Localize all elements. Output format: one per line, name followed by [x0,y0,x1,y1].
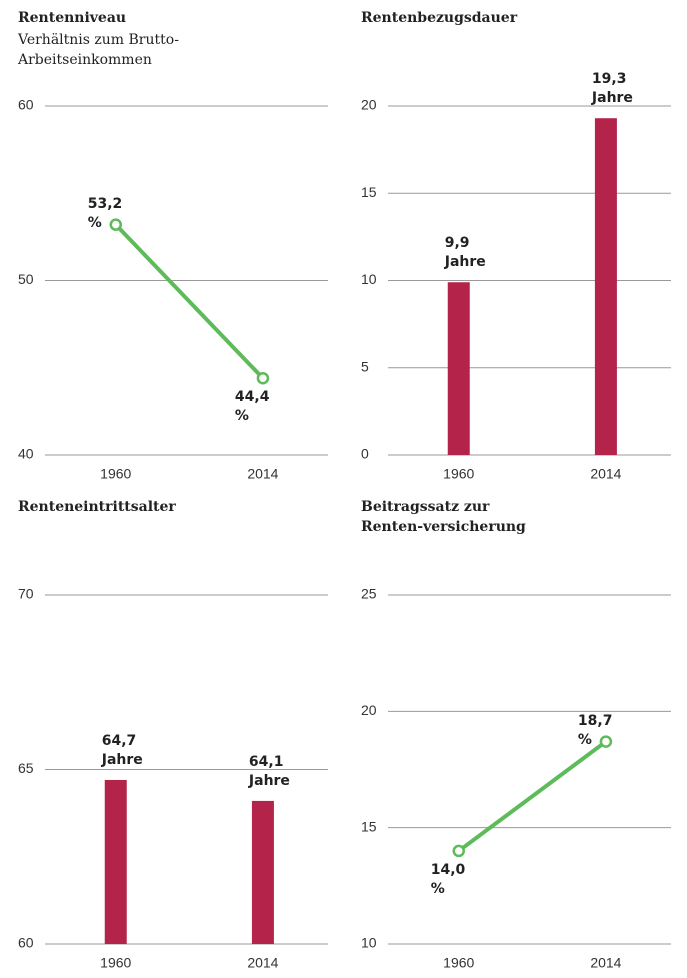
x-tick-label: 2014 [247,466,278,482]
y-tick-label: 60 [18,97,34,113]
point [599,735,613,748]
chart-panel: 10 15 20 25 1960 2014 Beitragssatz zur Renten-… [343,489,686,978]
chart-title: Rentenbezugsdauer [361,10,518,26]
chart-panel: 60 65 70 1960 2014 Renteneintrittsalter 64,7 J… [0,489,343,978]
y-tick-label: 15 [361,184,377,200]
chart: 0 5 10 15 20 1960 2014 [361,97,671,482]
x-tick-label: 2014 [247,955,278,971]
chart-panel: 0 5 10 15 20 1960 2014 Rentenbezugsdauer 9,9 Jah… [343,0,686,489]
y-tick-label: 70 [18,586,34,602]
y-tick-label: 10 [361,271,377,287]
x-tick-label: 2014 [590,955,621,971]
x-tick-label: 1960 [443,466,474,482]
x-tick-label: 1960 [443,955,474,971]
chart-title: Rentenniveau [18,10,127,26]
bar [251,800,274,944]
chart: 10 15 20 25 1960 2014 [361,586,671,971]
line [457,739,608,853]
y-tick-label: 20 [361,97,377,113]
data-label: 53,2 % [87,195,123,231]
y-tick-label: 60 [18,935,34,951]
chart-panel: 40 50 60 1960 2014 Rentenniveau Verhältnis zum… [0,0,343,489]
point [109,218,122,231]
bar [104,779,127,944]
chart-subtitle: Verhältnis zum Brutto-Arbeitseinkommen [18,32,179,68]
data-label: 9,9 Jahre [444,235,486,271]
data-label: 19,3 Jahre [591,71,633,107]
chart-title: Renteneintrittsalter [18,499,176,515]
data-label: 18,7 % [577,712,613,748]
line [114,223,265,380]
y-tick-label: 5 [361,358,369,374]
x-tick-label: 2014 [590,466,621,482]
x-tick-label: 1960 [100,466,131,482]
data-label: 64,1 Jahre [248,753,290,789]
y-tick-label: 65 [18,760,34,776]
bar [594,118,617,455]
y-tick-label: 0 [361,446,369,462]
chart-title: Beitragssatz zur Renten-versicherung [361,499,526,535]
chart: 60 65 70 1960 2014 [18,586,328,971]
y-tick-label: 10 [361,935,377,951]
y-tick-label: 15 [361,818,377,834]
y-tick-label: 50 [18,271,34,287]
data-label: 44,4 % [234,389,270,425]
point [256,371,270,385]
data-label: 64,7 Jahre [101,732,143,768]
chart: 40 50 60 1960 2014 [18,97,328,482]
y-tick-label: 25 [361,586,377,602]
point [452,844,465,858]
y-tick-label: 20 [361,702,377,718]
y-tick-label: 40 [18,446,34,462]
x-tick-label: 1960 [100,955,131,971]
bar [447,282,470,455]
data-label: 14,0 % [430,861,466,897]
